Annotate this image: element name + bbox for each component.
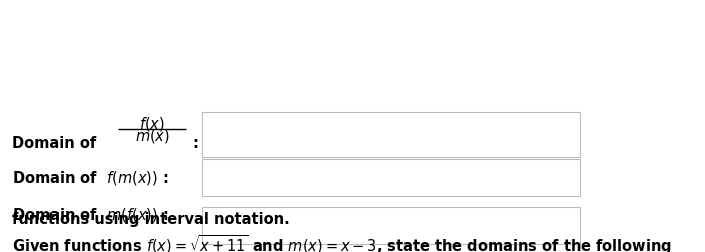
Text: $m(x)$: $m(x)$ <box>135 127 169 144</box>
FancyBboxPatch shape <box>202 159 580 196</box>
Text: Domain of  $f(m(x))$ :: Domain of $f(m(x))$ : <box>12 168 168 186</box>
Text: functions using interval notation.: functions using interval notation. <box>12 211 290 226</box>
Text: $f(x)$: $f(x)$ <box>139 115 165 133</box>
FancyBboxPatch shape <box>202 207 580 244</box>
FancyBboxPatch shape <box>202 113 580 158</box>
Text: Given functions $f(x) = \sqrt{x + 11}$ and $m(x) = x - 3$, state the domains of : Given functions $f(x) = \sqrt{x + 11}$ a… <box>12 232 672 252</box>
Text: Domain of: Domain of <box>12 135 97 150</box>
Text: :: : <box>192 135 198 150</box>
Text: Domain of  $m(f(x))$ :: Domain of $m(f(x))$ : <box>12 205 168 223</box>
